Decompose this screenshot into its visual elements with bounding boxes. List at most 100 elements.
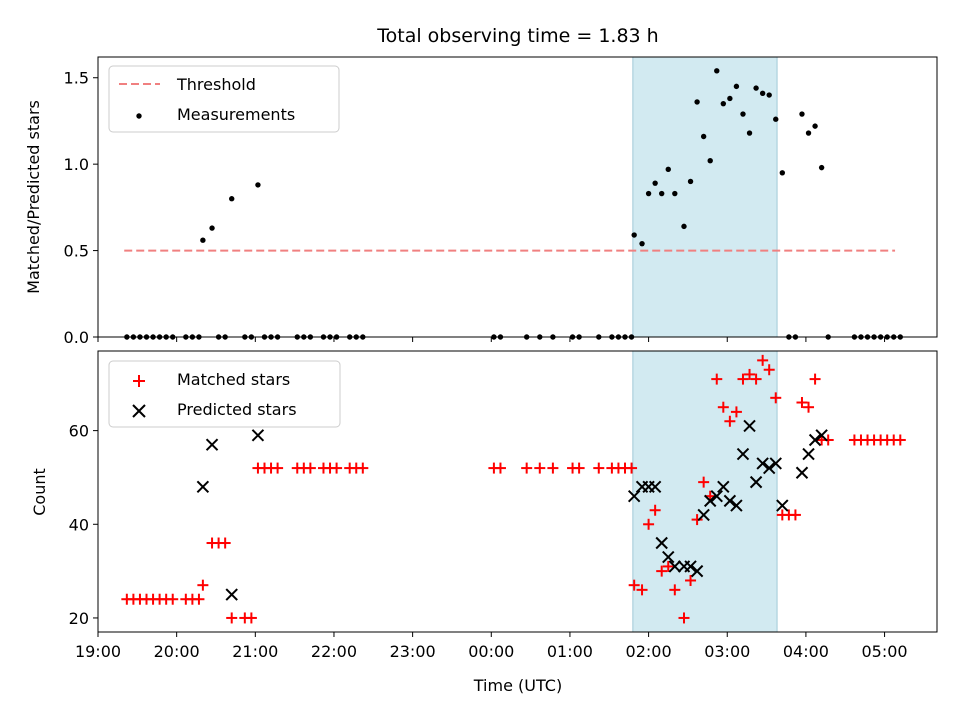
x-tick-label: 01:00 <box>547 642 593 661</box>
matched-star-point <box>245 612 257 624</box>
measurement-point <box>707 158 713 164</box>
matched-star-point <box>547 462 559 474</box>
measurement-point <box>209 225 215 231</box>
top-y-tick-label: 1.0 <box>64 155 89 174</box>
matched-star-point <box>796 397 808 409</box>
matched-star-point <box>894 434 906 446</box>
bottom-legend: Matched stars Predicted stars <box>108 360 341 428</box>
bottom-y-tick-label: 60 <box>69 422 89 441</box>
predicted-star-point <box>697 508 710 522</box>
measurement-point <box>714 68 720 74</box>
measurement-point <box>665 166 671 173</box>
predicted-star-point <box>627 489 641 503</box>
measurement-point <box>652 180 658 186</box>
top-y-axis-label: Matched/Predicted stars <box>24 100 43 294</box>
measurement-point <box>746 130 753 136</box>
measurement-point <box>805 130 812 136</box>
predicted-star-point <box>704 494 717 508</box>
top-x-ticks <box>97 337 886 342</box>
matched-star-point <box>226 612 238 624</box>
predicted-star-point <box>749 475 763 489</box>
measurement-point <box>255 182 261 188</box>
bottom-y-tick-label: 40 <box>69 515 89 534</box>
matched-star-point <box>626 462 638 474</box>
predicted-star-point <box>723 494 737 508</box>
legend-threshold-label: Threshold <box>176 75 256 94</box>
x-tick-label: 23:00 <box>390 642 436 661</box>
predicted-star-point <box>808 433 822 447</box>
measurement-point <box>672 190 678 197</box>
x-tick-label: 05:00 <box>862 642 908 661</box>
x-tick-label: 00:00 <box>468 642 514 661</box>
predicted-star-point <box>736 447 750 461</box>
predicted-star-point <box>196 480 210 494</box>
matched-star-point <box>750 373 762 385</box>
matched-star-point <box>331 462 343 474</box>
predicted-star-point <box>756 457 769 470</box>
matched-star-point <box>219 537 231 549</box>
predicted-star-point <box>684 560 697 573</box>
predicted-star-points <box>196 419 828 601</box>
matched-star-point <box>197 579 209 591</box>
x-tick-label: 22:00 <box>311 642 357 661</box>
measurement-point <box>740 111 746 117</box>
matched-star-point <box>685 574 697 586</box>
matched-star-point <box>534 462 546 474</box>
measurement-point <box>773 116 779 122</box>
matched-star-point <box>822 434 834 446</box>
predicted-star-point <box>717 480 730 494</box>
top-shaded-interval <box>632 56 778 338</box>
matched-star-point <box>669 584 681 596</box>
matched-star-point <box>593 462 605 474</box>
matched-star-point <box>678 612 690 624</box>
matched-star-point <box>757 354 769 366</box>
predicted-star-point <box>205 438 219 451</box>
matched-star-point <box>643 518 655 530</box>
measurement-point <box>229 196 235 202</box>
matched-star-point <box>789 509 801 521</box>
legend-predicted-swatch <box>132 404 146 418</box>
top-legend-frame <box>108 65 340 133</box>
x-axis-label: Time (UTC) <box>473 676 562 695</box>
predicted-star-point <box>730 499 743 512</box>
measurement-point <box>720 100 727 107</box>
measurement-point <box>727 95 733 102</box>
matched-star-point <box>193 593 205 605</box>
bottom-x-ticks: 19:00 20:00 21:00 22:00 23:00 00:00 01:00 02:00… <box>75 632 908 661</box>
matched-star-point <box>770 392 782 404</box>
predicted-star-point <box>648 480 662 494</box>
predicted-star-point <box>743 419 756 433</box>
measurement-point <box>659 190 665 197</box>
matched-star-point <box>698 476 710 488</box>
matched-star-point <box>167 593 179 605</box>
bottom-shaded-interval <box>632 350 778 633</box>
matched-star-point <box>717 401 729 413</box>
predicted-star-point <box>769 457 782 470</box>
measurement-point <box>779 170 786 176</box>
x-tick-label: 04:00 <box>783 642 829 661</box>
measurement-point <box>631 232 637 238</box>
matched-star-point <box>730 406 742 418</box>
matched-star-point <box>494 462 506 474</box>
top-plot-frame <box>97 56 938 338</box>
measurement-point <box>681 223 687 230</box>
measurement-point <box>639 240 645 247</box>
matched-star-point <box>691 514 703 526</box>
bottom-y-ticks: 20 40 60 <box>69 422 98 628</box>
predicted-star-point <box>795 466 809 479</box>
predicted-star-point <box>815 429 828 442</box>
matched-star-point <box>724 415 736 427</box>
matched-star-point <box>737 373 749 385</box>
predicted-star-point <box>710 489 723 503</box>
top-panel: 0.0 0.5 1.0 1.5 Matched/Predicted stars Thr… <box>24 56 938 347</box>
matched-star-point <box>803 401 815 413</box>
predicted-star-point <box>662 550 675 564</box>
measurement-point <box>733 83 740 90</box>
predicted-star-point <box>655 536 668 550</box>
legend-measurements-label: Measurements <box>177 105 295 124</box>
measurement-point <box>759 90 766 96</box>
top-y-ticks: 0.0 0.5 1.0 1.5 <box>64 69 98 347</box>
measurement-point <box>818 164 825 171</box>
matched-star-point <box>521 462 533 474</box>
